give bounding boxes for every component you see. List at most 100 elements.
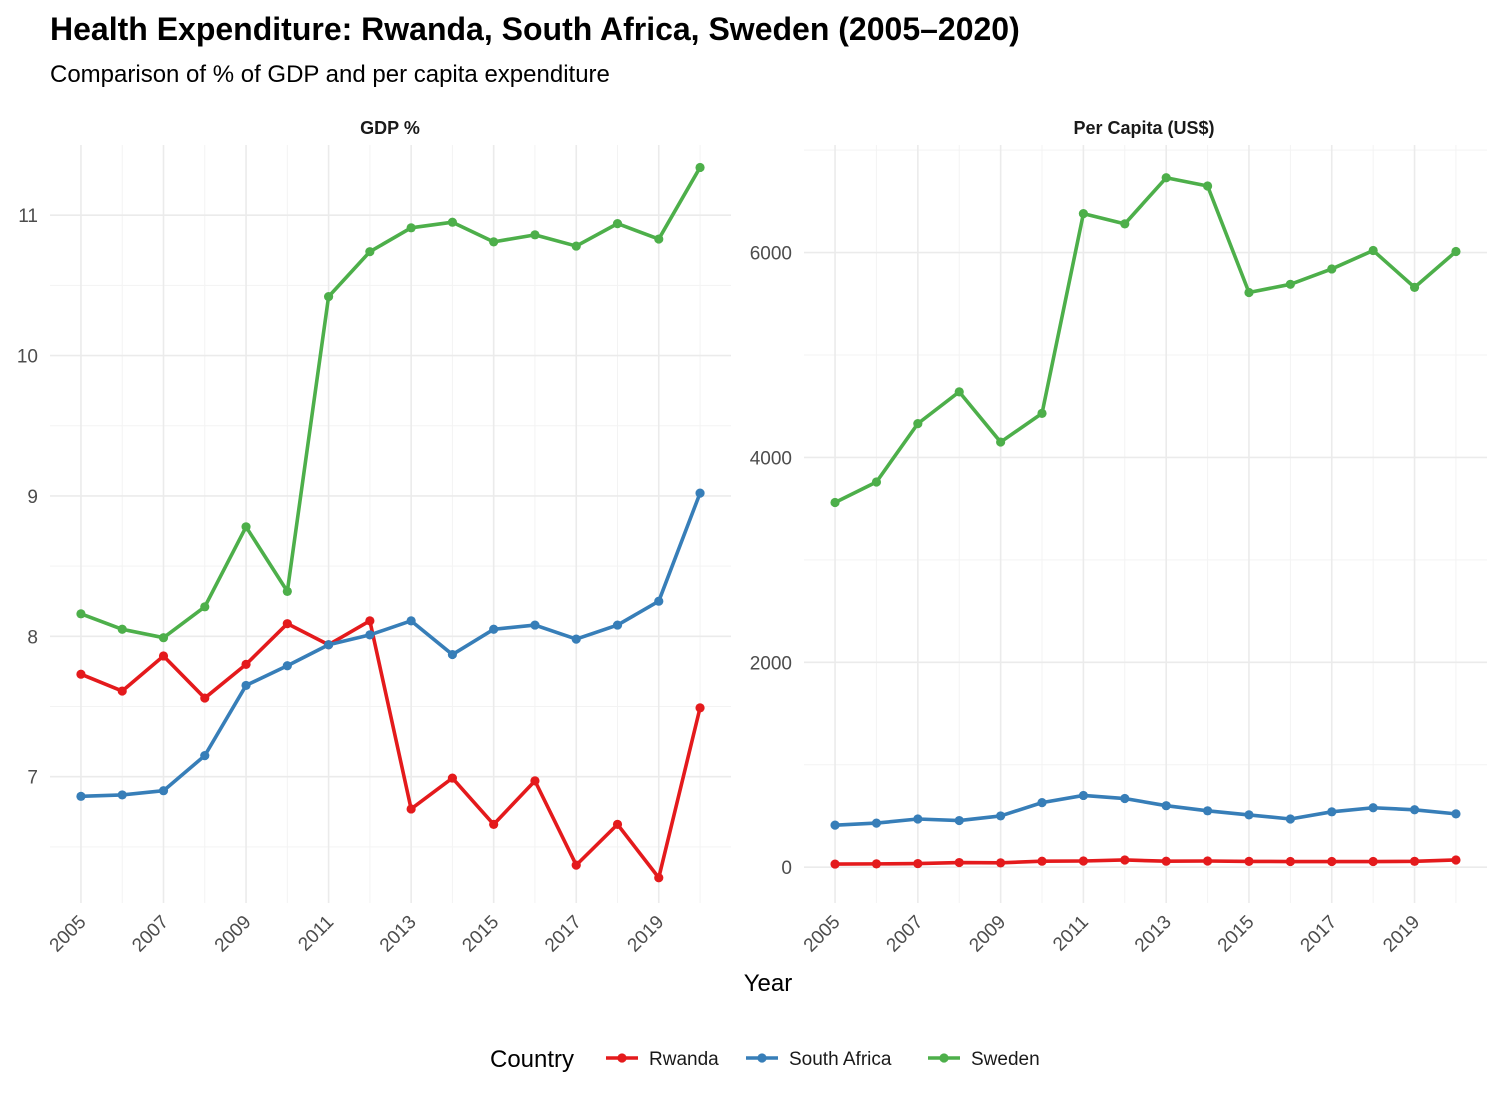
data-point bbox=[612, 819, 623, 829]
data-point bbox=[282, 586, 292, 596]
data-point bbox=[830, 497, 840, 508]
data-point bbox=[1120, 793, 1130, 804]
x-axis-label: Year bbox=[744, 970, 793, 997]
data-point bbox=[200, 751, 210, 761]
data-point bbox=[200, 602, 210, 612]
data-point bbox=[830, 859, 840, 869]
data-point bbox=[1161, 856, 1171, 866]
x-tick-label: 2011 bbox=[294, 912, 338, 956]
chart-subtitle: Comparison of % of GDP and per capita ex… bbox=[50, 61, 610, 88]
x-tick-label: 2013 bbox=[376, 912, 421, 957]
x-tick-label: 2011 bbox=[1049, 912, 1093, 956]
data-point bbox=[871, 859, 882, 869]
series-sweden-per-capita bbox=[830, 173, 1461, 508]
y-tick-label: 2000 bbox=[750, 653, 792, 674]
data-point bbox=[489, 624, 499, 634]
data-point bbox=[76, 669, 86, 679]
data-point bbox=[1409, 282, 1420, 292]
y-tick-label: 11 bbox=[18, 206, 38, 227]
data-point bbox=[282, 619, 292, 629]
data-point bbox=[954, 387, 964, 397]
panel-per-capita: Per Capita (US$) 0 2000 4000 6000 2005 2007 20… bbox=[750, 118, 1487, 956]
data-point bbox=[1037, 408, 1047, 418]
y-tick-label: 0 bbox=[781, 858, 792, 879]
data-point bbox=[571, 634, 581, 644]
data-point bbox=[1078, 790, 1089, 801]
data-point bbox=[323, 640, 334, 650]
data-point bbox=[571, 860, 581, 870]
y-tick-label: 7 bbox=[27, 768, 38, 789]
series-rwanda-gdp bbox=[76, 616, 705, 883]
data-point bbox=[489, 819, 499, 829]
data-point bbox=[241, 659, 251, 669]
x-tick-label: 2009 bbox=[965, 912, 1010, 957]
data-point bbox=[954, 857, 964, 868]
legend-label: Sweden bbox=[971, 1049, 1040, 1070]
data-point bbox=[913, 814, 923, 824]
data-point bbox=[1368, 856, 1378, 867]
x-tick-label: 2015 bbox=[458, 912, 503, 957]
data-point bbox=[1368, 245, 1378, 256]
data-point bbox=[241, 680, 251, 691]
data-point bbox=[406, 804, 416, 814]
data-point bbox=[871, 477, 882, 487]
data-point bbox=[406, 223, 416, 233]
data-point bbox=[1451, 809, 1461, 819]
data-point bbox=[1285, 856, 1295, 867]
data-point bbox=[1409, 856, 1420, 866]
data-point bbox=[1327, 807, 1337, 817]
data-point bbox=[695, 162, 705, 173]
legend-item-rwanda: Rwanda bbox=[606, 1049, 719, 1070]
data-point bbox=[695, 703, 705, 713]
x-tick-label: 2015 bbox=[1214, 912, 1259, 957]
data-point bbox=[996, 858, 1006, 868]
data-point bbox=[1120, 855, 1130, 865]
data-point bbox=[158, 786, 169, 796]
data-point bbox=[1244, 287, 1254, 298]
data-point bbox=[1202, 856, 1213, 866]
data-point bbox=[1327, 856, 1337, 867]
x-tick-label: 2007 bbox=[883, 912, 928, 957]
data-point bbox=[200, 693, 210, 703]
y-tick-label: 8 bbox=[27, 627, 38, 648]
data-point bbox=[954, 815, 964, 826]
series-line bbox=[834, 793, 1457, 827]
data-point bbox=[76, 791, 86, 801]
series-line bbox=[80, 492, 702, 799]
data-point bbox=[1451, 855, 1461, 865]
data-point bbox=[1409, 805, 1420, 815]
data-point bbox=[654, 873, 664, 883]
data-point bbox=[117, 790, 127, 800]
legend-item-sweden: Sweden bbox=[928, 1049, 1040, 1070]
legend-label: Rwanda bbox=[649, 1049, 719, 1070]
legend-label: South Africa bbox=[789, 1049, 892, 1070]
series-south-africa-gdp bbox=[76, 488, 705, 801]
data-point bbox=[489, 237, 499, 247]
data-point bbox=[571, 241, 581, 251]
y-tick-label: 9 bbox=[27, 487, 38, 508]
series-rwanda-per-capita bbox=[830, 855, 1461, 869]
data-point bbox=[871, 818, 882, 828]
data-point bbox=[612, 620, 623, 630]
data-point bbox=[1202, 181, 1213, 191]
data-point bbox=[1078, 856, 1089, 866]
data-point bbox=[913, 419, 923, 429]
x-tick-label: 2019 bbox=[1379, 912, 1424, 957]
data-point bbox=[654, 234, 664, 244]
data-point bbox=[996, 437, 1006, 447]
data-point bbox=[1285, 279, 1295, 289]
data-point bbox=[158, 651, 169, 661]
data-point bbox=[76, 609, 86, 619]
x-tick-label: 2019 bbox=[624, 912, 669, 957]
legend: Country Rwanda South Africa Sweden bbox=[490, 1046, 1040, 1073]
data-point bbox=[241, 522, 251, 532]
legend-title: Country bbox=[490, 1046, 574, 1073]
data-point bbox=[1368, 803, 1378, 813]
data-point bbox=[406, 616, 416, 626]
data-point bbox=[158, 633, 169, 643]
data-point bbox=[117, 624, 127, 634]
x-tick-label: 2017 bbox=[541, 912, 586, 957]
x-tick-label: 2009 bbox=[211, 912, 256, 957]
data-point bbox=[1327, 264, 1337, 274]
grid-per-capita bbox=[804, 145, 1487, 903]
